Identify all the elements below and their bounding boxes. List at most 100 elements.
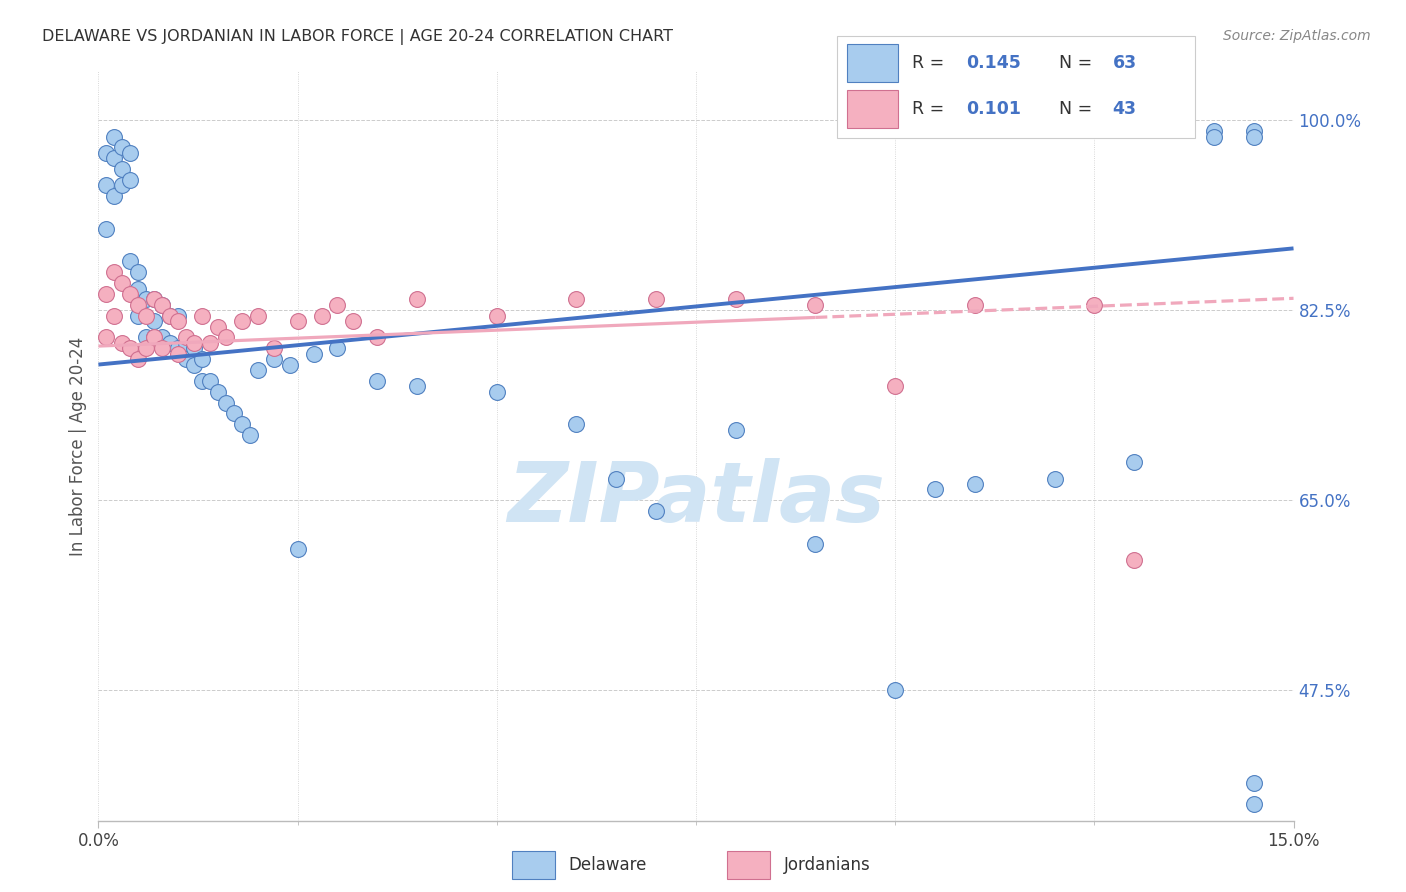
Point	[804, 537, 827, 551]
Point	[406, 379, 429, 393]
Point	[96, 222, 118, 236]
Point	[278, 358, 301, 372]
Point	[143, 293, 166, 307]
Point	[167, 309, 190, 323]
Point	[183, 358, 205, 372]
Point	[103, 151, 125, 165]
Point	[150, 298, 173, 312]
Point	[287, 314, 309, 328]
Point	[120, 254, 142, 268]
Point	[96, 178, 118, 193]
Point	[645, 293, 668, 307]
Point	[406, 293, 429, 307]
Point	[120, 287, 142, 301]
Point	[246, 309, 269, 323]
Point	[96, 287, 118, 301]
Point	[103, 129, 125, 144]
FancyBboxPatch shape	[512, 851, 554, 879]
Point	[246, 363, 269, 377]
Point	[167, 347, 190, 361]
Point	[174, 335, 197, 350]
Text: 0.145: 0.145	[966, 54, 1021, 72]
Text: R =: R =	[912, 100, 949, 118]
Point	[120, 173, 142, 187]
FancyBboxPatch shape	[848, 90, 897, 128]
Point	[127, 281, 149, 295]
Point	[183, 341, 205, 355]
Point	[167, 341, 190, 355]
Point	[1202, 129, 1225, 144]
Point	[287, 542, 309, 557]
Point	[111, 335, 134, 350]
Point	[150, 341, 173, 355]
Point	[127, 298, 149, 312]
Point	[366, 374, 388, 388]
Point	[724, 293, 747, 307]
Point	[565, 293, 588, 307]
Point	[215, 330, 238, 344]
Point	[645, 504, 668, 518]
Point	[135, 341, 157, 355]
Point	[366, 330, 388, 344]
Point	[485, 384, 508, 399]
Point	[167, 314, 190, 328]
Point	[135, 330, 157, 344]
Text: N =: N =	[1059, 100, 1098, 118]
Point	[135, 309, 157, 323]
Point	[159, 309, 181, 323]
Point	[326, 298, 349, 312]
Point	[159, 335, 181, 350]
Point	[150, 330, 173, 344]
Point	[1243, 129, 1265, 144]
Point	[143, 293, 166, 307]
Point	[1243, 797, 1265, 812]
Text: Delaware: Delaware	[569, 855, 647, 874]
Point	[143, 330, 166, 344]
Point	[1043, 472, 1066, 486]
Point	[127, 309, 149, 323]
Point	[963, 298, 986, 312]
FancyBboxPatch shape	[848, 44, 897, 82]
Point	[326, 341, 349, 355]
Point	[342, 314, 364, 328]
Point	[120, 341, 142, 355]
Text: ZIPatlas: ZIPatlas	[508, 458, 884, 539]
Text: 63: 63	[1112, 54, 1137, 72]
Point	[135, 293, 157, 307]
Text: R =: R =	[912, 54, 949, 72]
Point	[183, 335, 205, 350]
Point	[111, 178, 134, 193]
Point	[120, 145, 142, 160]
Point	[804, 298, 827, 312]
Point	[96, 145, 118, 160]
Point	[191, 309, 214, 323]
Text: 0.101: 0.101	[966, 100, 1021, 118]
Point	[111, 276, 134, 290]
Text: Jordanians: Jordanians	[785, 855, 870, 874]
Point	[311, 309, 333, 323]
FancyBboxPatch shape	[727, 851, 769, 879]
Y-axis label: In Labor Force | Age 20-24: In Labor Force | Age 20-24	[69, 336, 87, 556]
Point	[302, 347, 325, 361]
Point	[103, 265, 125, 279]
Point	[724, 423, 747, 437]
Point	[1123, 455, 1146, 469]
Point	[1202, 124, 1225, 138]
Point	[1243, 124, 1265, 138]
Point	[1243, 775, 1265, 789]
Point	[103, 189, 125, 203]
Point	[963, 477, 986, 491]
Point	[150, 298, 173, 312]
Point	[127, 352, 149, 367]
Point	[198, 374, 221, 388]
Point	[605, 472, 627, 486]
Point	[103, 309, 125, 323]
Point	[222, 406, 245, 420]
Point	[207, 319, 229, 334]
Point	[884, 379, 907, 393]
FancyBboxPatch shape	[837, 36, 1195, 138]
Point	[174, 352, 197, 367]
Point	[111, 140, 134, 154]
Point	[231, 417, 253, 432]
Point	[127, 265, 149, 279]
